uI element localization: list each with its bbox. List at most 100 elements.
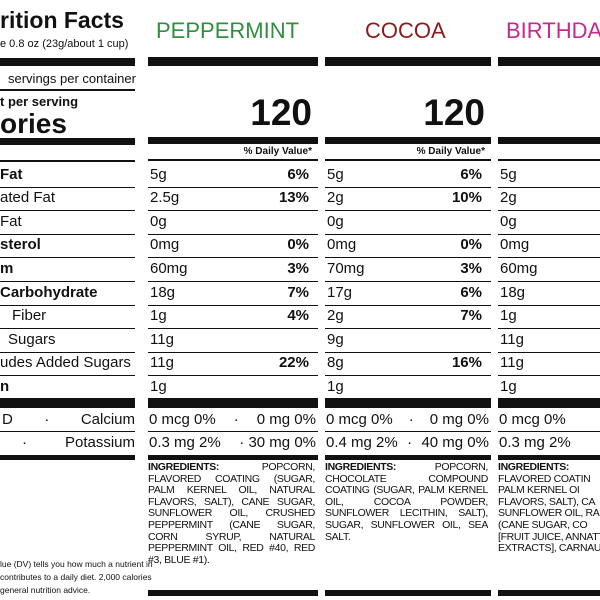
amount: 2g — [500, 189, 517, 207]
rule — [0, 328, 135, 330]
rule — [325, 281, 491, 282]
amount-per-serving: t per serving — [0, 94, 79, 109]
rule — [148, 328, 318, 330]
amount: 60mg — [150, 259, 188, 277]
serving-size: e 0.8 oz (23g/about 1 cup) — [0, 38, 129, 50]
rule — [498, 281, 600, 282]
amount: 11g — [150, 330, 174, 348]
daily-value: 16% — [451, 354, 482, 372]
rule — [148, 233, 318, 235]
ingredients-line: (CANE SUGAR, CO — [498, 519, 588, 531]
rule — [148, 398, 318, 408]
vitamin-text: · — [22, 433, 27, 451]
vitamin-text: 0.3 mg 2% — [149, 433, 221, 451]
rule — [498, 455, 600, 460]
ingredients-heading: INGREDIENTS: — [498, 461, 570, 473]
daily-value: 10% — [451, 189, 482, 207]
rule — [148, 57, 318, 66]
amount: 1g — [150, 377, 167, 395]
rule — [325, 351, 491, 353]
nutrient-name: Carbohydrate — [0, 283, 98, 301]
rule — [148, 137, 318, 144]
amount: 60mg — [500, 259, 538, 277]
rule — [325, 159, 491, 161]
amount: 5g — [150, 165, 167, 183]
vitamin-text: 0 mcg 0% — [149, 411, 216, 428]
rule — [148, 590, 318, 596]
amount: 1g — [327, 377, 344, 395]
rule — [148, 159, 318, 161]
dv-header: % Daily Value* — [416, 146, 485, 157]
vitamin-text: 0 mcg 0% — [499, 411, 566, 428]
amount: 5g — [500, 165, 517, 183]
daily-value: 22% — [278, 354, 309, 372]
daily-value: 0% — [460, 236, 482, 254]
rule — [325, 590, 491, 596]
vitamin-row: 0 mcg 0%· — [499, 411, 600, 429]
vitamin-row: D · Calcium — [2, 411, 135, 429]
rule — [498, 351, 600, 353]
vitamin-row: 0.3 mg 2% · 30 mg 0% — [149, 434, 316, 452]
rule — [498, 590, 600, 596]
vitamin-text: 0.3 mg 2% — [499, 433, 571, 451]
rule — [498, 137, 600, 144]
ingredients-heading: INGREDIENTS: — [325, 462, 397, 473]
vitamin-text: Calcium — [80, 411, 135, 428]
daily-value: 3% — [460, 259, 482, 277]
ingredients: INGREDIENTS: POPCORN, CHOCOLATE COMPOUND… — [325, 462, 488, 572]
amount: 5g — [327, 165, 344, 183]
amount: 18g — [150, 283, 176, 301]
amount: 1g — [500, 307, 517, 325]
rule — [498, 398, 600, 408]
rule — [0, 398, 135, 408]
nutrient-name: ated Fat — [0, 189, 56, 207]
rule — [325, 186, 491, 188]
amount: 18g — [500, 283, 526, 301]
rule — [498, 328, 600, 330]
rule — [0, 210, 135, 212]
amount: 9g — [327, 330, 344, 348]
vitamin-row: 0.3 mg 2%· 3 — [499, 434, 600, 452]
nutrient-name: Fat — [0, 212, 22, 230]
ingredients-text: POPCORN, CHOCOLATE COMPOUND COATING (SUG… — [325, 462, 488, 543]
rule — [148, 375, 318, 377]
rule — [0, 351, 135, 353]
amount: 0mg — [500, 236, 530, 254]
rule — [325, 57, 491, 66]
ingredients-line: PALM KERNEL OI — [498, 484, 580, 497]
amount: 0mg — [327, 236, 357, 254]
ingredients: INGREDIENTS: POPCORN, FLAVORED COATING (… — [148, 462, 315, 572]
nutrient-name: n — [0, 377, 10, 395]
ingredients-text: POPCORN, FLAVORED COATING (SUGAR, PALM K… — [148, 462, 315, 566]
nutrient-name: Fiber — [12, 307, 47, 325]
amount: 11g — [500, 330, 524, 348]
rule — [325, 304, 491, 306]
vitamin-row: · Potassium — [22, 434, 135, 452]
rule — [0, 281, 135, 282]
rule — [325, 375, 491, 377]
rule — [0, 138, 135, 145]
rule — [0, 455, 135, 460]
rule — [148, 186, 318, 188]
rule — [148, 351, 318, 353]
vitamin-text: 0.4 mg 2% — [326, 433, 398, 451]
rule — [498, 159, 600, 161]
vitamin-row: 0 mcg 0% · 0 mg 0% — [326, 411, 489, 429]
vitamin-text: · — [233, 411, 239, 428]
rule — [498, 57, 600, 66]
amount: 2.5g — [150, 189, 180, 207]
amount: 17g — [327, 283, 353, 301]
nutrient-name: Sugars — [8, 330, 56, 348]
vitamin-text: Potassium — [64, 433, 135, 451]
amount: 0g — [150, 212, 167, 230]
amount: 0g — [500, 212, 517, 230]
ingredients-line: SUNFLOWER OIL, RAI — [498, 507, 600, 520]
vitamin-row: 0.4 mg 2% · 40 mg 0% — [326, 434, 489, 452]
rule — [148, 431, 318, 432]
ingredients-heading: INGREDIENTS: — [148, 462, 220, 473]
amount: 11g — [500, 354, 524, 372]
vitamin-text: 40 mg 0% — [421, 433, 489, 451]
rule — [0, 58, 135, 66]
daily-value: 3% — [287, 259, 309, 277]
label-title: rition Facts — [0, 7, 124, 33]
